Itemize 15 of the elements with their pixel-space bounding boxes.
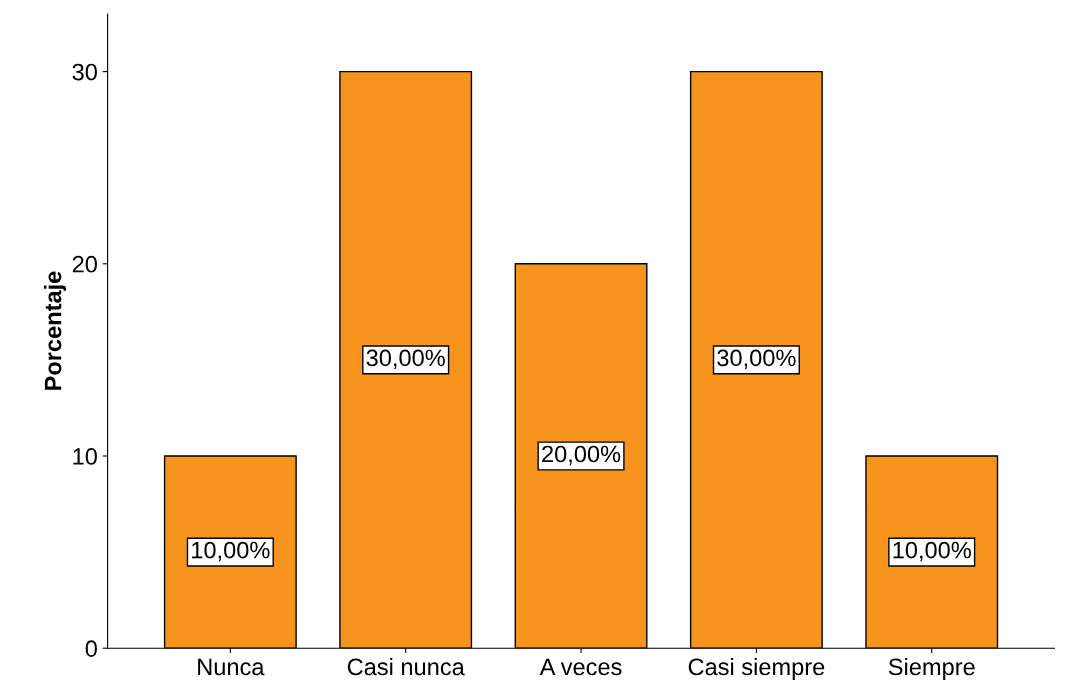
y-tick-label: 0: [85, 640, 97, 657]
y-tick-label: 30: [72, 63, 97, 81]
data-label: 10,00%: [893, 541, 971, 562]
y-axis-title: Porcentaje: [44, 271, 67, 390]
data-label: 30,00%: [366, 349, 445, 370]
data-label: 10,00%: [192, 541, 270, 562]
data-label: 30,00%: [717, 349, 796, 370]
y-tick-label: 10: [73, 448, 97, 465]
x-tick-label: Casi nunca: [347, 657, 465, 676]
x-tick-label: Siempre: [888, 657, 975, 680]
x-tick-label: A veces: [539, 658, 622, 676]
x-tick-label: Casi siempre: [688, 657, 825, 680]
data-label: 20,00%: [542, 445, 621, 466]
x-tick-label: Nunca: [198, 658, 265, 676]
y-tick-label: 20: [72, 255, 97, 273]
